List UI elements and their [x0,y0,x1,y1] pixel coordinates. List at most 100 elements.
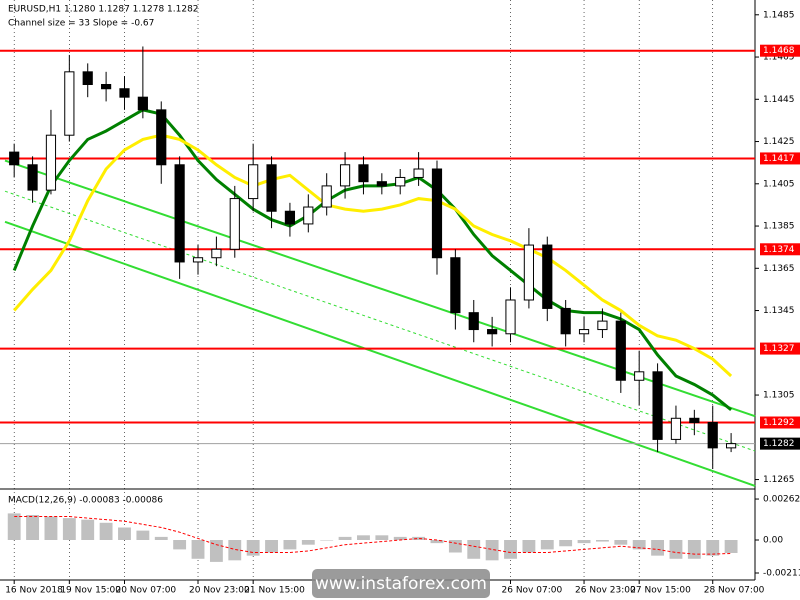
level-label: 1.1374 [763,245,795,255]
y-tick-label: 1.1405 [763,179,795,189]
current-price-box [760,437,800,450]
level-label: 1.1327 [763,344,795,354]
macd-bar [7,513,21,541]
x-tick-label: 21 Nov 15:00 [244,586,305,596]
moving-average [13,133,733,378]
candle-body [468,312,479,331]
candle-body [45,134,57,191]
candle-body [321,185,332,208]
macd-bar [118,527,131,541]
macd-bar [81,519,95,541]
macd-bar [632,540,646,550]
candle-body [284,210,296,225]
chart-subtitle: Channel size = 33 Slope = -0.67 [8,19,154,29]
macd-bar [504,540,517,559]
macd-bar [191,540,205,559]
macd-bar [595,540,609,542]
y-tick-label: 1.1445 [763,95,795,105]
level-label: 1.1468 [763,46,795,56]
candle-body [487,329,498,335]
candle-body [137,96,148,111]
candle-body [82,71,93,86]
current-price-label: 1.1282 [763,439,795,449]
macd-bar [265,540,278,553]
candle-body [376,181,387,187]
level-label: 1.1292 [763,418,795,428]
candle-body [119,88,130,98]
macd-y-tick-label: 0.00 [763,536,783,546]
y-tick-label: 1.1365 [763,264,795,274]
macd-bar [62,518,76,541]
macd-bar [430,540,444,544]
macd-bar [357,535,370,541]
y-tick-label: 1.1385 [763,222,795,232]
chart-title: EURUSD,H1 1.1280 1.1287 1.1278 1.1282 [8,5,199,15]
macd-y-tick-label: -0.00211 [763,568,800,578]
macd-bar [228,540,242,561]
candle-body [652,371,663,440]
macd-bar [209,540,223,562]
candle-body [542,244,553,309]
level-label-box [760,243,800,256]
macd-bar [338,536,352,541]
candle-body [192,257,204,263]
macd-bar [393,536,407,541]
level-label-box [760,342,800,355]
candle-body [266,164,277,212]
candle-body [726,443,737,449]
candle-body [689,417,700,424]
candle-body [303,206,314,225]
macd-bar [26,514,40,541]
x-tick-label: 28 Nov 07:00 [704,586,765,596]
macd-bar [283,540,297,550]
macd-bar [724,540,738,553]
candle-body [431,168,443,259]
watermark-box [312,569,490,598]
candle-body [560,307,571,335]
candle-body [670,417,682,440]
candle-body [597,320,608,331]
level-label-box [760,416,800,429]
channel-line [4,159,756,418]
macd-bar [246,540,260,556]
x-tick-label: 20 Nov 23:00 [189,586,250,596]
moving-average [12,108,733,412]
y-tick-label: 1.1465 [763,53,795,63]
macd-bar [577,540,591,544]
macd-bar [99,522,113,541]
macd-bar [614,540,628,545]
macd-bar [301,540,315,545]
macd-bar [485,540,499,561]
channel-line [4,220,756,487]
macd-bar [44,516,58,541]
level-label: 1.1417 [763,154,795,164]
y-tick-label: 1.1425 [763,137,795,147]
macd-bar [320,540,334,541]
candle-body [707,422,718,449]
macd-bar [540,540,554,550]
macd-bar [375,535,389,541]
macd-bar [448,540,462,553]
candle-body [211,248,222,259]
level-label-box [760,44,800,57]
x-tick-label: 19 Nov 15:00 [60,586,121,596]
x-tick-label: 27 Nov 15:00 [630,586,691,596]
candle-body [450,257,461,314]
candle-body [413,168,424,178]
x-tick-label: 20 Nov 07:00 [115,586,176,596]
y-tick-label: 1.1265 [763,475,795,485]
candle-body [523,244,534,301]
macd-y-tick-label: 0.00262 [763,495,800,505]
macd-bar [467,540,481,559]
x-tick-label: 16 Nov 2018 [5,586,63,596]
macd-title: MACD(12,26,9) -0.00083 -0.00086 [8,496,163,506]
watermark: www.instaforex.com [315,574,487,594]
macd-bar [669,540,683,559]
macd-bar [154,536,168,541]
macd-bar [687,540,701,559]
macd-bar [522,540,536,553]
x-tick-label: 26 Nov 07:00 [502,586,563,596]
